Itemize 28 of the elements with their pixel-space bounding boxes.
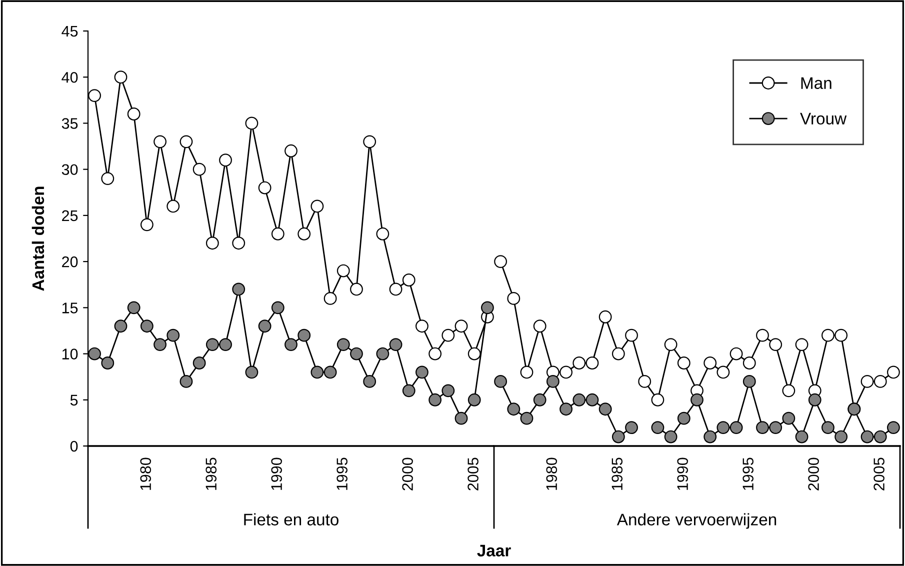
x-tick-label: 1995 — [742, 458, 754, 490]
x-tick-label: 1990 — [677, 458, 688, 490]
y-axis-title: Aantal doden — [32, 186, 44, 291]
legend-label: Man — [801, 77, 832, 89]
x-tick-label: 1985 — [206, 458, 217, 490]
y-tick-label: 30 — [62, 164, 78, 176]
y-tick-label: 40 — [62, 72, 78, 83]
y-tick-label: 15 — [62, 302, 78, 314]
x-axis-title: Andere vervoerwijzen — [616, 513, 776, 529]
text: Jaar — [477, 544, 511, 556]
y-tick-label: 0 — [70, 440, 78, 452]
x-tick-label: 2000 — [402, 458, 413, 490]
y-tick-label: 10 — [62, 348, 78, 360]
x-tick-label: 1995 — [336, 458, 348, 490]
y-tick-label: 20 — [62, 256, 78, 268]
legend-label: Vrouw — [800, 112, 847, 125]
y-tick-label: 25 — [62, 210, 78, 222]
x-tick-label: 1990 — [271, 458, 282, 490]
y-tick-label: 5 — [70, 394, 78, 406]
x-tick-label: 2000 — [808, 458, 819, 490]
x-axis-title: Fiets en auto — [244, 513, 338, 526]
x-tick-label: 1985 — [612, 458, 623, 490]
x-tick-label: 2005 — [874, 458, 884, 490]
x-tick-label: 1980 — [140, 458, 152, 490]
x-tick-label: 2005 — [468, 458, 478, 490]
y-tick-label: 35 — [62, 118, 78, 129]
y-tick-label: 45 — [62, 26, 78, 37]
x-tick-label: 1980 — [546, 458, 558, 490]
